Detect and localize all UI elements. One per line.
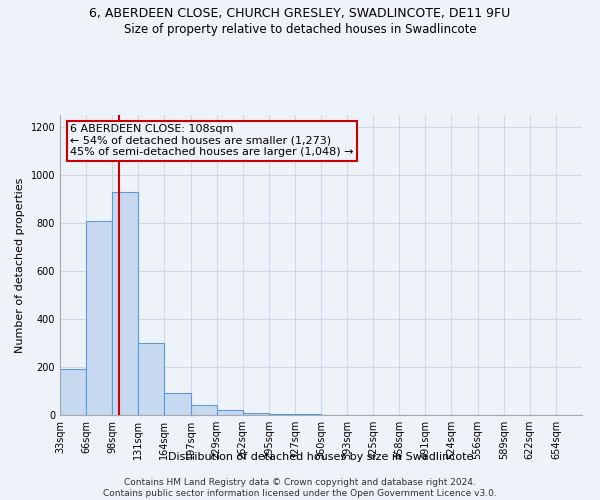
Text: 6, ABERDEEN CLOSE, CHURCH GRESLEY, SWADLINCOTE, DE11 9FU: 6, ABERDEEN CLOSE, CHURCH GRESLEY, SWADL… xyxy=(89,8,511,20)
Y-axis label: Number of detached properties: Number of detached properties xyxy=(15,178,25,352)
Text: 6 ABERDEEN CLOSE: 108sqm
← 54% of detached houses are smaller (1,273)
45% of sem: 6 ABERDEEN CLOSE: 108sqm ← 54% of detach… xyxy=(70,124,354,157)
Bar xyxy=(86,220,112,415)
Text: Contains HM Land Registry data © Crown copyright and database right 2024.
Contai: Contains HM Land Registry data © Crown c… xyxy=(103,478,497,498)
Bar xyxy=(60,370,86,415)
Bar xyxy=(269,414,295,415)
Bar xyxy=(164,394,191,415)
Bar xyxy=(138,343,164,415)
Bar xyxy=(112,192,138,415)
Text: Distribution of detached houses by size in Swadlincote: Distribution of detached houses by size … xyxy=(169,452,473,462)
Bar xyxy=(217,410,242,415)
Bar xyxy=(242,412,269,415)
Bar xyxy=(191,406,217,415)
Text: Size of property relative to detached houses in Swadlincote: Size of property relative to detached ho… xyxy=(124,22,476,36)
Bar xyxy=(295,414,321,415)
